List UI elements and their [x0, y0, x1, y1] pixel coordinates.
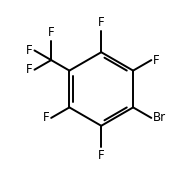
Text: F: F	[153, 54, 160, 67]
Text: Br: Br	[153, 111, 166, 124]
Text: F: F	[43, 111, 49, 124]
Text: F: F	[26, 63, 33, 76]
Text: F: F	[98, 149, 105, 162]
Text: F: F	[26, 44, 33, 57]
Text: F: F	[48, 26, 55, 39]
Text: F: F	[98, 16, 105, 29]
